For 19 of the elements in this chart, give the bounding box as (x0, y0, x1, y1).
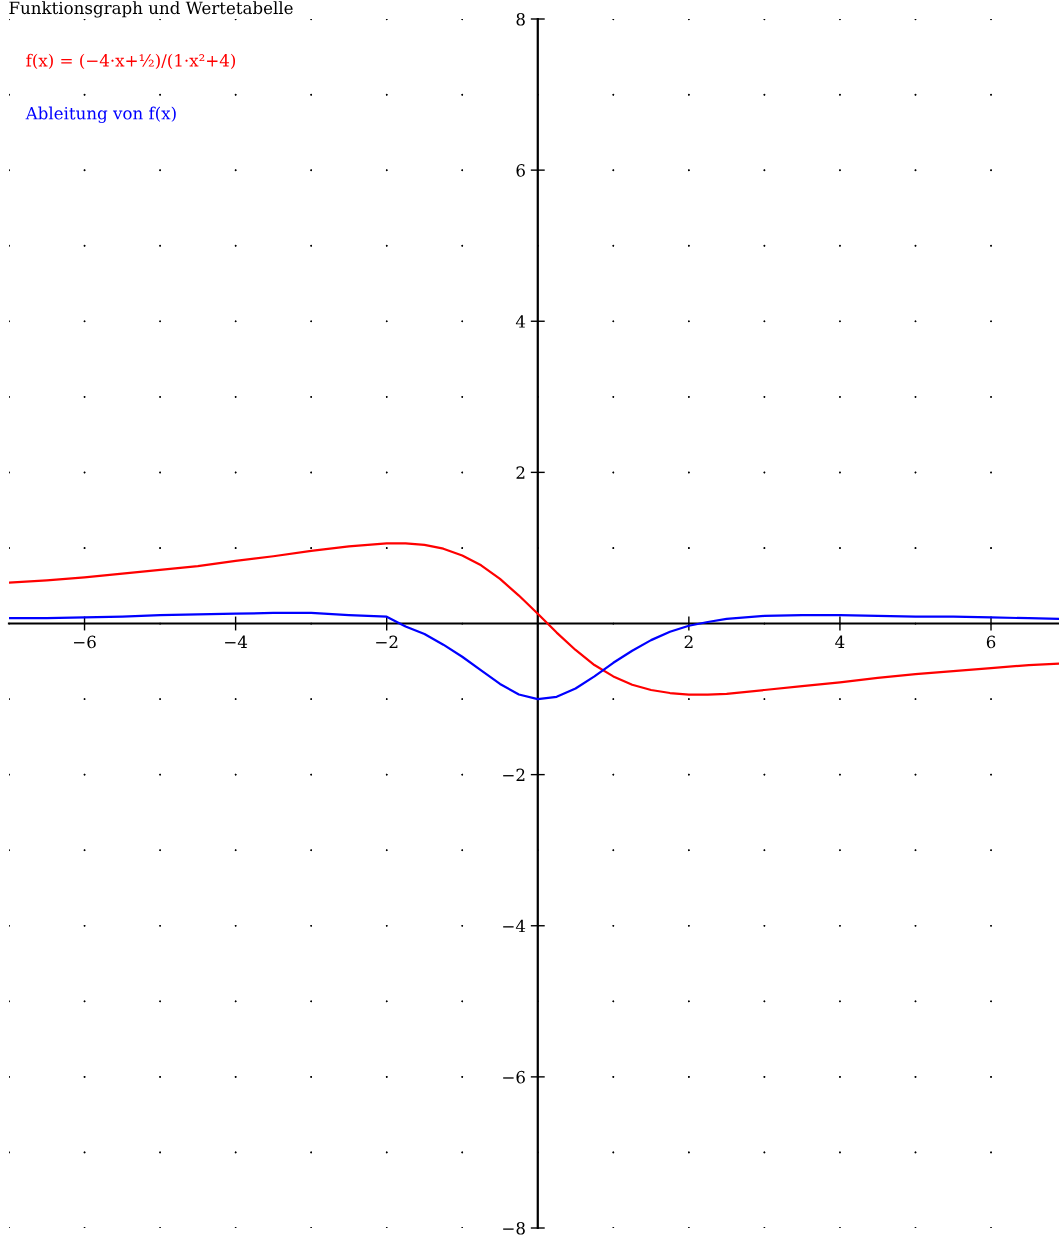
text: Ableitung von f(x) (25, 106, 176, 123)
y-tick-label: −8 (503, 1221, 525, 1235)
y-tick-label: −4 (503, 919, 526, 933)
y-tick-label: 6 (516, 164, 525, 177)
y-tick-label: 4 (515, 315, 526, 328)
chart-title: Funktionsgraph und Wertetabelle (9, 1, 293, 18)
x-tick-label: 2 (684, 635, 693, 648)
y-tick-label: 2 (516, 466, 525, 479)
y-tick-label: −2 (503, 768, 525, 781)
line-series (9, 611, 1059, 701)
line-series (9, 542, 1059, 696)
text: f(x) = (−4·x+½)/(1·x²+4) (26, 53, 236, 70)
y-tick-label: 8 (516, 12, 525, 26)
y-tick-label: −6 (503, 1070, 525, 1084)
x-tick-label: 4 (835, 635, 845, 648)
x-tick-label: −4 (225, 635, 248, 648)
x-tick-label: −2 (376, 635, 398, 648)
x-tick-label: 6 (986, 635, 996, 649)
x-tick-label: −6 (74, 635, 96, 649)
